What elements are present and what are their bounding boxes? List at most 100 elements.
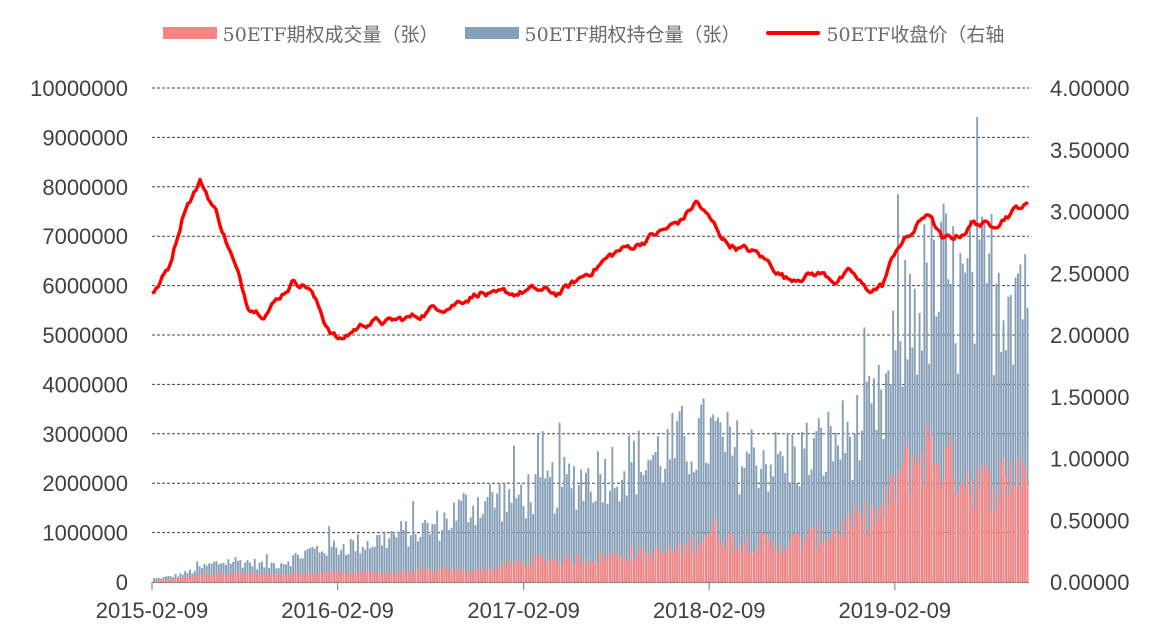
volume-bar bbox=[599, 551, 602, 582]
open-interest-bar bbox=[925, 262, 928, 582]
open-interest-bar bbox=[894, 350, 897, 582]
open-interest-bar bbox=[844, 453, 847, 582]
volume-bar bbox=[573, 565, 575, 582]
volume-bar bbox=[208, 575, 211, 582]
open-interest-bar bbox=[549, 477, 551, 582]
volume-bar bbox=[769, 546, 772, 582]
open-interest-bar bbox=[1019, 264, 1022, 582]
open-interest-bar bbox=[880, 389, 883, 582]
open-interest-bar bbox=[558, 422, 561, 582]
open-interest-bar bbox=[239, 560, 242, 582]
volume-bar bbox=[777, 551, 779, 582]
volume-bar bbox=[685, 547, 688, 582]
volume-bar bbox=[172, 578, 175, 582]
volume-bar bbox=[923, 484, 926, 582]
open-interest-bar bbox=[724, 451, 727, 582]
volume-bar bbox=[340, 574, 343, 582]
open-interest-bar bbox=[719, 422, 722, 582]
volume-bar bbox=[901, 461, 904, 582]
volume-bar bbox=[551, 559, 554, 582]
open-interest-bar bbox=[753, 447, 755, 582]
open-interest-bar bbox=[522, 506, 525, 582]
open-interest-bar bbox=[325, 555, 328, 582]
legend-item-open-interest[interactable]: 50ETF期权持仓量（张） bbox=[464, 20, 740, 47]
open-interest-bar bbox=[294, 552, 297, 582]
open-interest-bar bbox=[899, 341, 902, 582]
open-interest-bar bbox=[354, 551, 357, 582]
price-line-group bbox=[151, 177, 1029, 341]
open-interest-bar bbox=[779, 451, 782, 582]
volume-bar bbox=[196, 575, 199, 582]
open-interest-bar bbox=[774, 432, 777, 582]
open-interest-bar bbox=[465, 494, 467, 582]
open-interest-bar bbox=[208, 563, 211, 582]
legend-swatch-open-interest bbox=[464, 27, 519, 39]
volume-bar bbox=[690, 553, 693, 582]
x-tick-label: 2018-02-09 bbox=[653, 598, 766, 623]
open-interest-bar bbox=[613, 488, 616, 582]
volume-bar bbox=[462, 568, 465, 582]
volume-bar bbox=[304, 572, 307, 582]
open-interest-bar bbox=[635, 494, 638, 582]
volume-bar bbox=[282, 573, 285, 582]
volume-bar bbox=[229, 573, 232, 582]
volume-bar bbox=[930, 429, 933, 582]
volume-bar bbox=[342, 572, 345, 582]
open-interest-bar bbox=[1014, 277, 1017, 582]
open-interest-bar bbox=[937, 311, 940, 582]
volume-bar bbox=[861, 519, 863, 582]
open-interest-bar bbox=[517, 494, 520, 582]
legend-item-price[interactable]: 50ETF收盘价（右轴 bbox=[766, 20, 1004, 47]
volume-bar bbox=[666, 552, 669, 582]
volume-bar bbox=[537, 555, 539, 582]
open-interest-bar bbox=[885, 373, 887, 582]
legend-item-volume[interactable]: 50ETF期权成交量（张） bbox=[162, 20, 439, 47]
volume-bar bbox=[981, 463, 983, 582]
volume-bar bbox=[837, 532, 839, 582]
volume-bar bbox=[234, 572, 237, 582]
open-interest-bar bbox=[179, 573, 182, 582]
volume-bar bbox=[985, 462, 988, 582]
open-interest-bar bbox=[630, 462, 633, 582]
y2-tick-label: 1.00000 bbox=[1050, 447, 1130, 472]
volume-bar bbox=[829, 540, 832, 582]
volume-bar bbox=[347, 574, 350, 582]
volume-bar bbox=[349, 570, 352, 582]
volume-bar bbox=[609, 553, 611, 582]
volume-bar bbox=[712, 524, 715, 582]
volume-bar bbox=[767, 538, 770, 582]
volume-bar bbox=[858, 513, 861, 582]
open-interest-bar bbox=[292, 555, 295, 582]
open-interest-bar bbox=[654, 452, 657, 582]
volume-bar bbox=[673, 551, 676, 582]
volume-bar bbox=[160, 579, 163, 582]
open-interest-bar bbox=[491, 491, 494, 582]
volume-bar bbox=[405, 573, 407, 582]
open-interest-bar bbox=[169, 576, 172, 582]
open-interest-bar bbox=[685, 461, 688, 582]
volume-bar bbox=[263, 573, 266, 582]
y-tick-label: 6000000 bbox=[42, 274, 128, 299]
open-interest-bar bbox=[433, 524, 436, 582]
volume-bar bbox=[762, 534, 765, 582]
open-interest-bar bbox=[381, 545, 383, 582]
volume-bar bbox=[647, 554, 650, 582]
open-interest-bar bbox=[868, 375, 871, 582]
volume-bar bbox=[323, 573, 326, 582]
volume-bar bbox=[239, 572, 242, 582]
open-interest-bar bbox=[601, 502, 604, 582]
volume-bar bbox=[289, 575, 292, 582]
open-interest-bar bbox=[731, 455, 734, 582]
volume-bar bbox=[520, 560, 523, 582]
y-tick-label: 5000000 bbox=[42, 323, 128, 348]
open-interest-bar bbox=[964, 272, 967, 582]
open-interest-bar bbox=[609, 490, 611, 582]
volume-bar bbox=[563, 560, 566, 582]
open-interest-bar bbox=[671, 412, 674, 582]
open-interest-bar bbox=[1024, 254, 1027, 582]
volume-bar bbox=[438, 569, 441, 582]
open-interest-bar bbox=[973, 343, 976, 582]
open-interest-bar bbox=[189, 569, 191, 582]
open-interest-bar bbox=[561, 486, 563, 582]
open-interest-bar bbox=[280, 563, 283, 582]
